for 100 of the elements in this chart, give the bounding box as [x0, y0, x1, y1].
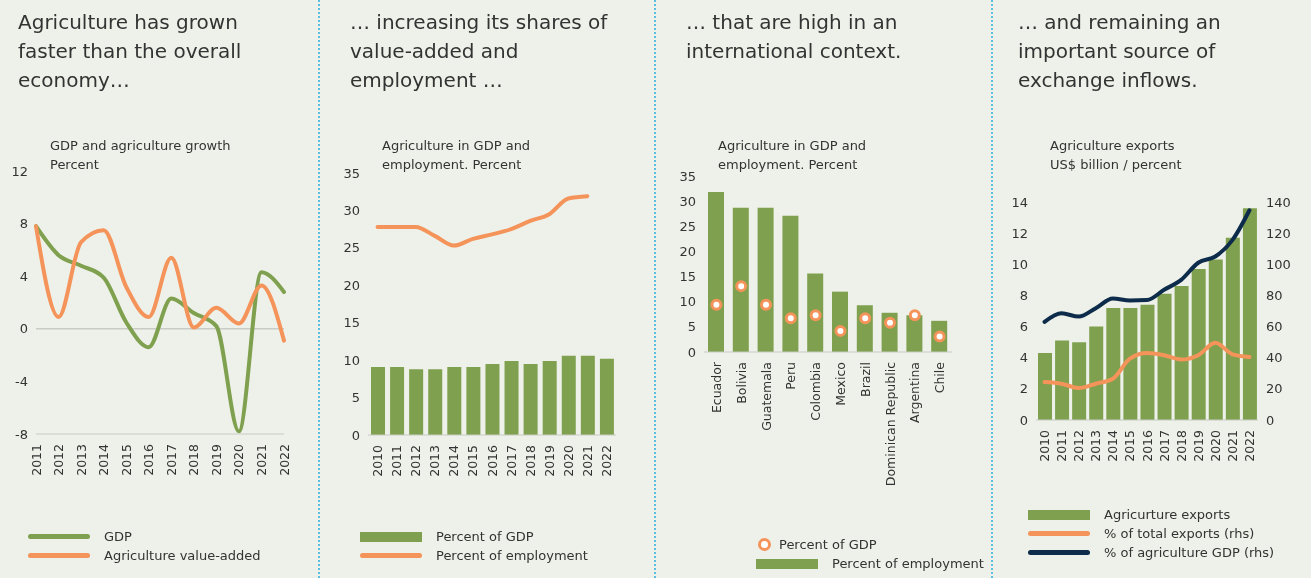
x-tick-label: 2020: [560, 444, 576, 477]
line-series: [375, 194, 590, 248]
x-tick-label: 2022: [598, 445, 614, 477]
bar: [1242, 208, 1257, 420]
x-tick-label: Ecuador: [708, 361, 724, 414]
x-tick-label: 2015: [1122, 430, 1138, 462]
bar: [428, 369, 443, 435]
x-tick-label: 2010: [1037, 429, 1053, 462]
x-tick-label: 2021: [1224, 430, 1240, 462]
bar: [447, 366, 462, 435]
legend-label: GDP: [104, 529, 132, 544]
x-tick-label: 2017: [1156, 430, 1172, 462]
y-tick-label: 0: [351, 427, 360, 443]
y-tick-label: 2: [1019, 381, 1028, 397]
legend-label: % of agriculture GDP (rhs): [1104, 545, 1275, 560]
x-tick-label: 2021: [579, 445, 595, 477]
chart-subtitle: Agriculture in GDP and employment. Percent: [718, 137, 868, 174]
point: [710, 298, 723, 311]
legend-label: Percent of employment: [436, 548, 588, 563]
x-tick-label: 2018: [1173, 429, 1189, 462]
bar: [1072, 342, 1087, 420]
bar: [409, 369, 424, 435]
y-tick-label: 6: [1019, 319, 1028, 335]
x-tick-label: 2018: [522, 444, 538, 477]
bar: [1174, 286, 1189, 420]
y2-tick-label: 140: [1266, 194, 1291, 210]
y-tick-label: -4: [15, 374, 28, 390]
bar: [757, 207, 774, 352]
bar: [561, 355, 576, 435]
chart-title: … increasing its shares of value-added and employment …: [350, 9, 609, 94]
y-tick-label: 10: [679, 294, 696, 310]
x-tick-label: 2018: [186, 443, 202, 476]
x-tick-label: 2014: [1105, 429, 1121, 462]
x-tick-label: 2012: [408, 445, 424, 477]
x-tick-label: 2015: [465, 445, 481, 477]
chart-title: Agriculture has grown faster than the overall economy…: [18, 9, 243, 94]
x-tick-label: 2013: [1088, 430, 1104, 462]
x-tick-label: 2017: [163, 444, 179, 476]
bar: [599, 358, 614, 435]
x-tick-label: 2016: [1139, 429, 1155, 462]
y-tick-label: 10: [343, 352, 360, 368]
x-tick-label: 2019: [541, 444, 557, 477]
chart-subtitle: Agriculture exports US$ billion / percent: [1050, 137, 1183, 174]
legend-label: Percent of employment: [832, 556, 984, 571]
bar: [782, 215, 799, 352]
y2-tick-label: 40: [1266, 350, 1283, 366]
point: [884, 316, 896, 329]
point: [760, 298, 772, 311]
x-tick-label: Bolivia: [733, 362, 749, 404]
y-tick-label: 8: [1019, 288, 1028, 304]
bar: [1038, 353, 1052, 420]
y-tick-label: 15: [679, 269, 696, 285]
bar: [466, 366, 481, 435]
bar: [807, 273, 824, 352]
y-tick-label: 30: [343, 203, 360, 219]
x-tick-label: 2019: [1190, 429, 1206, 462]
y-tick-label: 0: [687, 344, 696, 360]
point: [735, 280, 748, 293]
y-tick-label: 25: [343, 240, 360, 256]
bar: [1157, 293, 1172, 420]
x-tick-label: 2011: [389, 445, 405, 477]
y-tick-label: 10: [1011, 256, 1028, 272]
y-tick-label: 5: [351, 390, 360, 406]
x-tick-label: 2013: [73, 444, 89, 476]
x-tick-label: 2014: [96, 443, 112, 476]
bar: [371, 366, 385, 435]
x-tick-label: 2017: [503, 445, 519, 477]
y2-tick-label: 20: [1266, 381, 1283, 397]
bar: [708, 192, 724, 352]
x-tick-label: Brazil: [857, 362, 873, 397]
y-tick-label: 8: [19, 216, 28, 232]
chart-subtitle: Agriculture in GDP and employment. Percent: [382, 137, 532, 174]
y-tick-label: 5: [687, 319, 696, 335]
bar: [1123, 307, 1138, 420]
bar: [1208, 259, 1223, 420]
x-tick-label: Argentina: [907, 362, 923, 423]
bar: [1140, 304, 1155, 420]
x-tick-label: Mexico: [832, 362, 848, 406]
bar: [1191, 268, 1206, 420]
y-tick-label: 25: [679, 218, 696, 234]
y-tick-label: 20: [679, 244, 696, 260]
bar: [1055, 340, 1070, 420]
bar: [504, 360, 519, 435]
y2-tick-label: 0: [1266, 412, 1275, 428]
legend-label: Percent of GDP: [779, 537, 877, 552]
chart-subtitle: GDP and agriculture growth Percent: [50, 137, 232, 174]
point: [859, 312, 872, 325]
y-tick-label: 35: [343, 165, 360, 181]
y2-tick-label: 60: [1266, 319, 1283, 335]
x-tick-label: 2022: [276, 444, 292, 476]
y-tick-label: 35: [679, 168, 696, 184]
x-tick-label: 2016: [141, 443, 157, 476]
x-tick-label: 2016: [484, 444, 500, 477]
y2-tick-label: 120: [1266, 225, 1291, 241]
y-tick-label: 0: [19, 321, 28, 337]
line-series: [1042, 208, 1252, 324]
legend-label: Agriculture value-added: [104, 548, 261, 563]
x-tick-label: Dominican Republic: [882, 361, 898, 487]
point: [908, 309, 921, 322]
y2-tick-label: 80: [1266, 288, 1283, 304]
